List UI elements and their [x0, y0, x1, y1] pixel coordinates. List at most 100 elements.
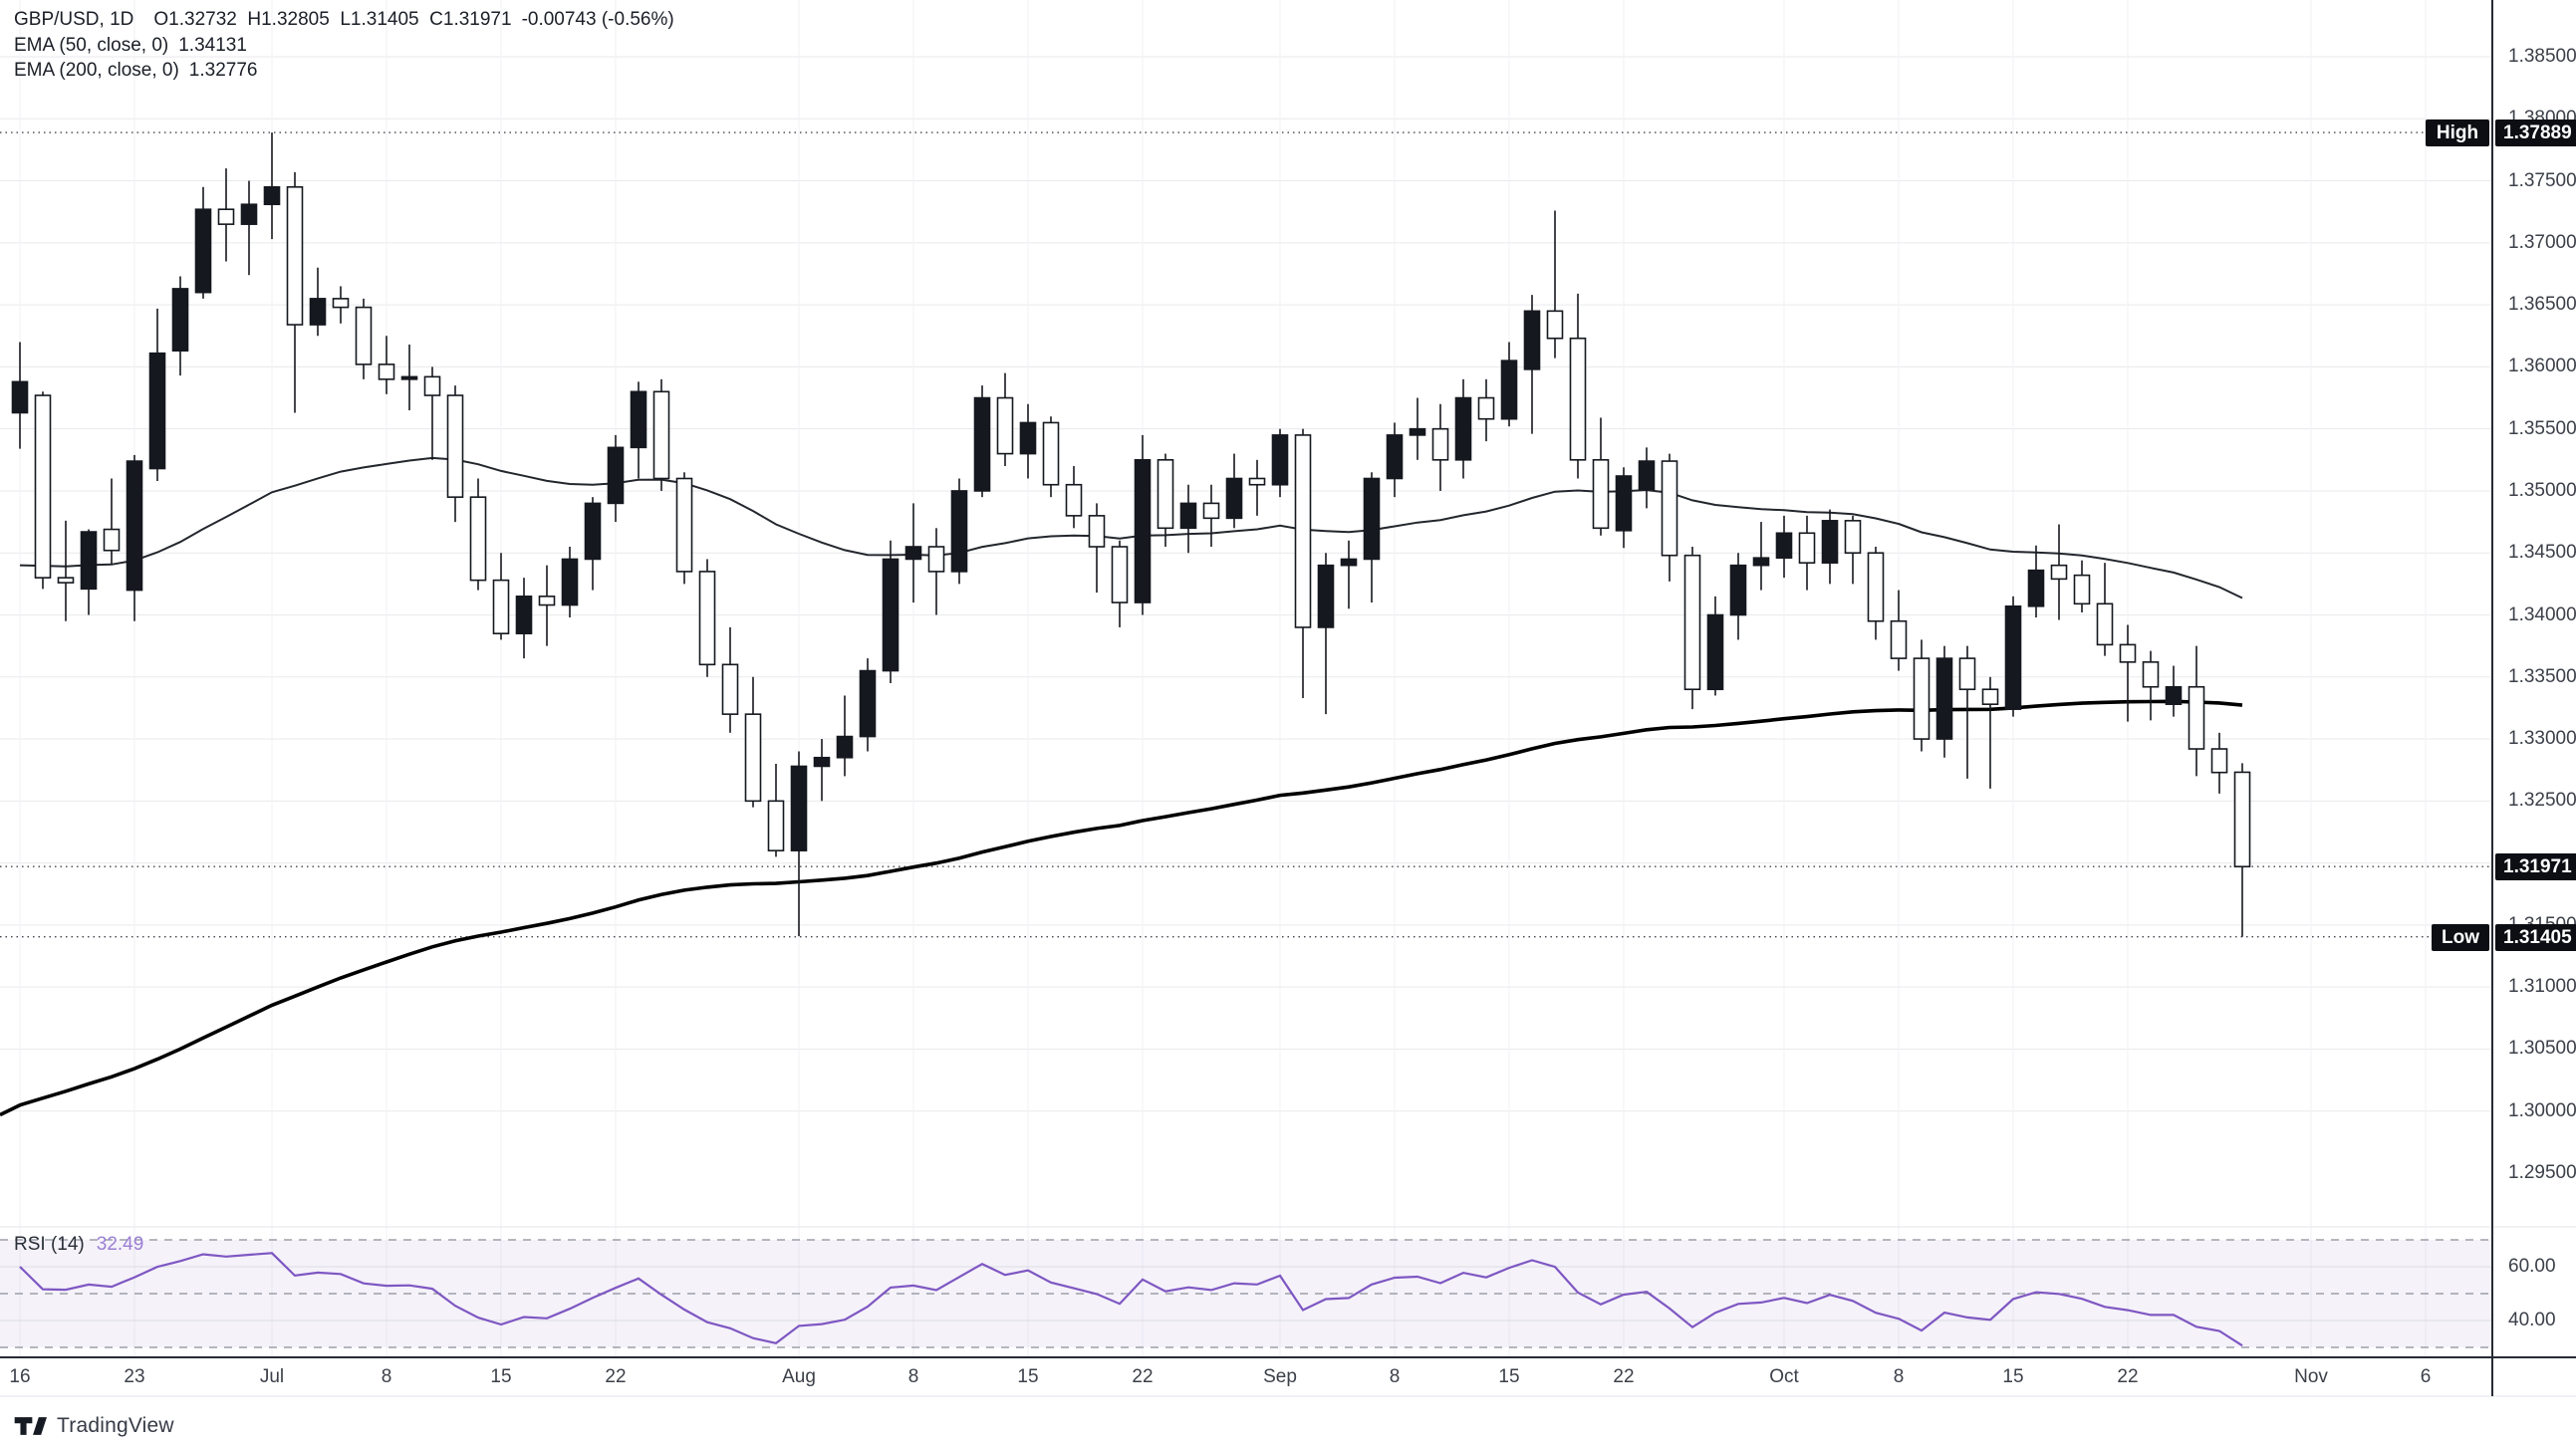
candle-body[interactable]	[675, 477, 693, 573]
candle-body[interactable]	[2027, 569, 2045, 607]
candle-body[interactable]	[698, 571, 716, 666]
candle-body[interactable]	[2073, 574, 2091, 605]
candle-body[interactable]	[2142, 661, 2160, 688]
candle-body[interactable]	[1088, 515, 1106, 548]
candle-body[interactable]	[1890, 619, 1908, 659]
candle-body[interactable]	[2119, 643, 2137, 663]
candle-body[interactable]	[1431, 427, 1449, 461]
candle-body[interactable]	[2165, 685, 2183, 705]
candle-body[interactable]	[1454, 396, 1472, 461]
candle-body[interactable]	[1844, 520, 1862, 555]
candle-body[interactable]	[217, 208, 235, 225]
candle-body[interactable]	[584, 502, 602, 561]
rsi-legend[interactable]: RSI (14) 32.49	[14, 1234, 143, 1256]
candle-body[interactable]	[11, 380, 29, 414]
ema50-legend[interactable]: EMA (50, close, 0) 1.34131	[14, 34, 247, 58]
candle-body[interactable]	[859, 669, 877, 738]
candle-body[interactable]	[492, 579, 510, 634]
candle-body[interactable]	[423, 375, 441, 396]
candle-body[interactable]	[1661, 460, 1678, 557]
candle-body[interactable]	[34, 394, 52, 579]
candle-body[interactable]	[996, 396, 1014, 455]
candle-body[interactable]	[652, 390, 670, 480]
candle-body[interactable]	[904, 546, 922, 561]
candle-body[interactable]	[1477, 396, 1495, 420]
candle-body[interactable]	[80, 531, 98, 591]
candle-body[interactable]	[469, 496, 487, 582]
candle-body[interactable]	[263, 185, 281, 206]
candle-body[interactable]	[148, 352, 166, 470]
candle-body[interactable]	[1706, 613, 1724, 691]
candle-body[interactable]	[1638, 460, 1656, 491]
candle-body[interactable]	[1386, 434, 1404, 480]
candle-body[interactable]	[515, 596, 533, 634]
ema200-legend[interactable]: EMA (200, close, 0) 1.32776	[14, 59, 257, 83]
candle-body[interactable]	[607, 446, 625, 505]
candle-body[interactable]	[378, 363, 395, 380]
candle-body[interactable]	[1546, 310, 1564, 340]
candle-body[interactable]	[1775, 532, 1793, 560]
candle-body[interactable]	[836, 735, 854, 759]
candle-body[interactable]	[1134, 459, 1152, 603]
candle-body[interactable]	[1111, 546, 1129, 603]
candle-body[interactable]	[1202, 502, 1220, 520]
candle-body[interactable]	[1729, 564, 1747, 616]
candle-body[interactable]	[2096, 602, 2114, 646]
candle-body[interactable]	[1363, 477, 1381, 561]
candle-body[interactable]	[2050, 564, 2068, 581]
candle-body[interactable]	[927, 546, 945, 573]
candle-body[interactable]	[1340, 558, 1358, 567]
symbol-legend[interactable]: GBP/USD, 1D O1.32732 H1.32805 L1.31405 C1…	[14, 8, 674, 32]
candle-body[interactable]	[1615, 475, 1633, 532]
candle-body[interactable]	[630, 390, 647, 449]
candle-body[interactable]	[103, 528, 121, 552]
candle-body[interactable]	[1042, 421, 1060, 486]
candle-body[interactable]	[1500, 360, 1518, 420]
candle-body[interactable]	[2188, 685, 2205, 750]
candle-body[interactable]	[813, 756, 831, 768]
candle-body[interactable]	[1271, 434, 1289, 486]
candle-body[interactable]	[332, 298, 350, 309]
candle-body[interactable]	[1179, 502, 1197, 530]
candle-body[interactable]	[1798, 532, 1816, 564]
candle-body[interactable]	[400, 375, 418, 380]
candle-body[interactable]	[126, 460, 143, 592]
candle-body[interactable]	[2210, 748, 2228, 774]
candle-body[interactable]	[1683, 554, 1701, 691]
candle-body[interactable]	[882, 558, 900, 672]
candle-body[interactable]	[446, 394, 464, 498]
candle-body[interactable]	[2004, 604, 2022, 710]
candle-body[interactable]	[240, 203, 258, 225]
candle-body[interactable]	[1065, 483, 1083, 517]
candle-body[interactable]	[1225, 477, 1243, 520]
candle-body[interactable]	[171, 288, 189, 352]
candle-body[interactable]	[973, 396, 991, 492]
candle-body[interactable]	[1935, 657, 1953, 740]
tradingview-logo[interactable]: TradingView	[14, 1413, 174, 1439]
candle-body[interactable]	[767, 800, 785, 851]
candle-body[interactable]	[744, 713, 762, 803]
candle-body[interactable]	[790, 765, 808, 851]
candle-body[interactable]	[721, 663, 739, 715]
candle-body[interactable]	[309, 298, 327, 326]
candle-body[interactable]	[1317, 564, 1335, 628]
candle-body[interactable]	[1913, 657, 1931, 740]
candle-body[interactable]	[1157, 459, 1174, 530]
candle-body[interactable]	[1019, 421, 1037, 455]
candle-body[interactable]	[1248, 477, 1266, 486]
candle-body[interactable]	[194, 208, 212, 294]
candle-body[interactable]	[1592, 459, 1610, 530]
candle-body[interactable]	[286, 185, 304, 326]
candle-body[interactable]	[1569, 337, 1587, 461]
candle-body[interactable]	[1867, 552, 1885, 622]
candle-body[interactable]	[950, 490, 968, 573]
candle-body[interactable]	[1821, 520, 1839, 564]
candle-body[interactable]	[1752, 557, 1770, 567]
candle-body[interactable]	[1958, 657, 1976, 691]
candle-body[interactable]	[355, 306, 373, 365]
candle-body[interactable]	[1409, 427, 1426, 436]
candle-body[interactable]	[1294, 434, 1312, 628]
candle-body[interactable]	[538, 596, 556, 606]
candle-body[interactable]	[561, 558, 579, 606]
